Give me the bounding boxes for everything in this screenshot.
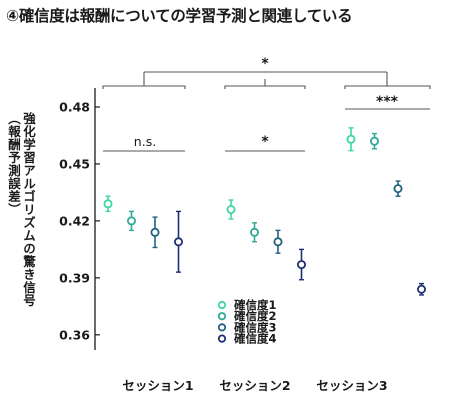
y-tick-label: 0.39 — [59, 270, 90, 285]
data-point — [393, 184, 403, 194]
bracket-session1 — [102, 85, 186, 89]
y-tick-label: 0.48 — [59, 99, 90, 114]
y-axis-label: 強化学習アルゴリズムの驚き信号 （報酬予測誤差） — [6, 112, 36, 342]
x-category-label: セッション1 — [122, 378, 193, 393]
chart-title: ④確信度は報酬についての学習予測と関連している — [6, 7, 353, 25]
data-point — [226, 205, 236, 215]
data-point — [103, 199, 113, 209]
legend-marker — [217, 323, 227, 332]
data-point — [127, 216, 137, 226]
data-point — [150, 227, 160, 237]
data-point — [249, 227, 259, 237]
significance-label: * — [261, 56, 269, 72]
bracket-session3 — [344, 85, 431, 89]
legend-label: 確信度1 — [234, 298, 277, 312]
x-category-label: セッション3 — [316, 378, 387, 393]
significance-label: *** — [376, 94, 399, 110]
significance-label: n.s. — [134, 134, 156, 149]
legend-label: 確信度4 — [234, 332, 277, 346]
data-point — [296, 260, 306, 270]
data-point — [173, 237, 183, 247]
data-point — [369, 136, 379, 146]
legend-marker — [217, 312, 227, 321]
legend-marker — [217, 300, 227, 310]
y-axis-label-line-1: 強化学習アルゴリズムの驚き信号 — [21, 112, 36, 307]
bracket-session2 — [224, 85, 306, 89]
y-tick-label: 0.45 — [59, 156, 90, 171]
x-category-label: セッション2 — [219, 378, 290, 393]
data-point — [346, 134, 356, 144]
significance-label: * — [261, 134, 269, 150]
data-point — [273, 237, 283, 247]
y-axis-label-line-2: （報酬予測誤差） — [6, 112, 21, 216]
legend-label: 確信度2 — [234, 309, 277, 323]
legend-marker — [217, 334, 227, 343]
y-tick-label: 0.36 — [59, 327, 90, 342]
legend-label: 確信度3 — [234, 320, 277, 334]
data-point — [416, 284, 426, 294]
y-tick-label: 0.42 — [59, 213, 90, 228]
